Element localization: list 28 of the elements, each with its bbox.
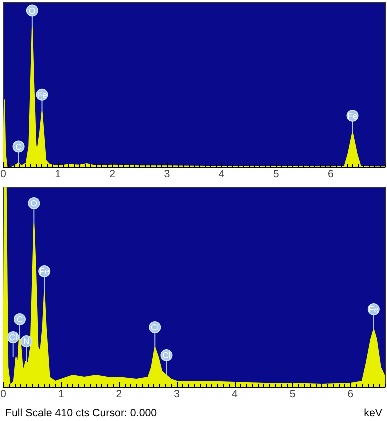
- x-tick-label: 0: [0, 168, 7, 180]
- x-tick-label: 1: [55, 168, 62, 180]
- x-axis-title: keV: [364, 408, 384, 420]
- x-tick-label: 0: [0, 388, 7, 400]
- x-tick-label: 3: [174, 388, 180, 400]
- x-tick-label: 2: [116, 388, 122, 400]
- x-tick-label: 2: [110, 168, 116, 180]
- x-tick-label: 4: [218, 168, 225, 180]
- x-tick-label: 6: [348, 388, 354, 400]
- annotation: Cl: [9, 332, 18, 342]
- x-tick-label: 5: [273, 168, 280, 180]
- annotation: Cl: [151, 322, 160, 332]
- annotation: C: [16, 142, 22, 152]
- annotation: C: [16, 314, 24, 324]
- annotation: Fe: [37, 90, 48, 100]
- x-tick-label: 1: [58, 388, 64, 400]
- text: Full Scale 410 cts Cursor: 0.000: [5, 408, 158, 420]
- x-tick-label: 6: [328, 168, 334, 180]
- annotation: N: [24, 336, 30, 346]
- annotation: Fe: [348, 110, 358, 121]
- annotation: Fe: [40, 266, 50, 276]
- annotation: O: [30, 198, 38, 208]
- x-tick-label: 3: [164, 168, 170, 180]
- x-tick-label: 5: [290, 388, 296, 400]
- x-tick-label: 4: [232, 388, 238, 400]
- annotation: Fe: [368, 304, 380, 314]
- annotation: O: [29, 6, 36, 16]
- annotation: Cl: [162, 350, 171, 360]
